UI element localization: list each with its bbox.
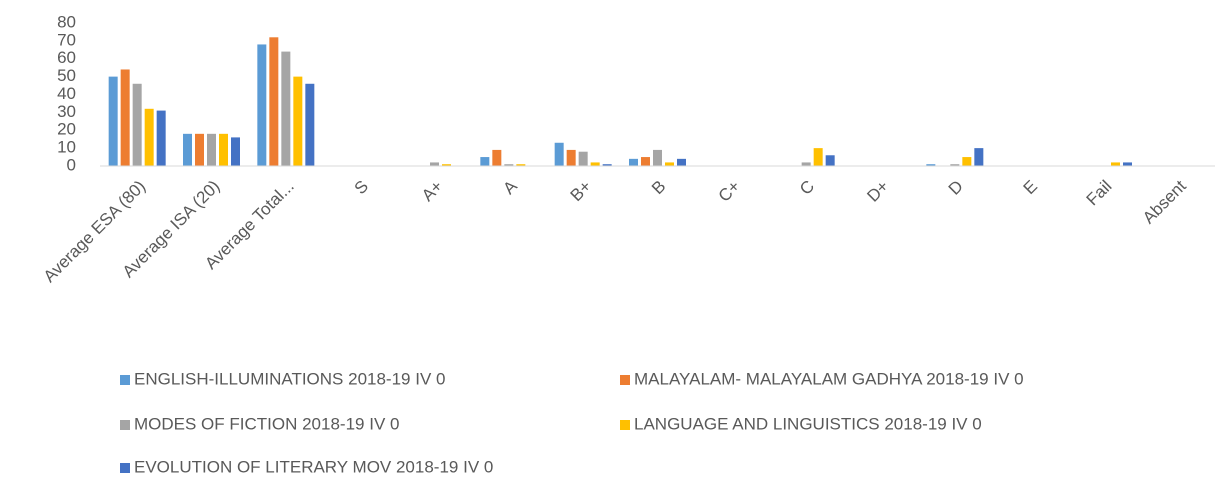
bar	[962, 157, 972, 166]
x-tick-label: C+	[715, 177, 744, 206]
y-tick-label: 10	[57, 138, 76, 157]
bar	[578, 151, 588, 166]
x-tick-label: A+	[418, 177, 447, 206]
bar	[195, 133, 204, 166]
bar	[257, 44, 267, 167]
bar	[480, 157, 490, 166]
legend-swatch	[620, 420, 630, 430]
x-tick-label: D+	[863, 177, 892, 206]
bar	[207, 133, 216, 166]
bar	[492, 149, 502, 166]
x-tick-label: C	[796, 177, 818, 199]
bar	[504, 164, 514, 166]
bar	[132, 83, 142, 166]
bar	[442, 164, 451, 166]
bar	[516, 164, 526, 166]
legend-label: ENGLISH-ILLUMINATIONS 2018-19 IV 0	[134, 369, 445, 388]
y-tick-label: 30	[57, 102, 76, 121]
x-tick-label: A	[499, 176, 521, 198]
y-tick-label: 60	[57, 48, 76, 67]
bar	[665, 162, 674, 166]
bar	[974, 148, 984, 166]
bar	[602, 164, 612, 166]
bar	[305, 83, 315, 166]
bar	[1123, 162, 1132, 166]
bar	[677, 158, 686, 166]
bar	[554, 142, 564, 166]
bar	[231, 137, 240, 166]
bar	[120, 69, 130, 166]
bar	[926, 164, 936, 166]
x-tick-label: B	[648, 177, 669, 198]
bar	[629, 158, 638, 166]
bar	[293, 76, 303, 166]
x-tick-label: Fail	[1083, 177, 1116, 210]
y-tick-label: 40	[57, 84, 76, 103]
bar	[813, 148, 823, 166]
legend-label: LANGUAGE AND LINGUISTICS 2018-19 IV 0	[634, 414, 982, 433]
bar	[108, 76, 118, 166]
bar	[219, 133, 228, 166]
legend-swatch	[120, 420, 130, 430]
bar	[281, 51, 291, 166]
legend-label: EVOLUTION OF LITERARY MOV 2018-19 IV 0	[134, 457, 493, 476]
legend-swatch	[120, 375, 130, 385]
bar	[950, 164, 960, 166]
bar	[801, 162, 811, 166]
bar	[269, 37, 279, 166]
bar	[144, 108, 154, 166]
y-tick-label: 0	[67, 155, 76, 174]
bar	[156, 110, 166, 166]
bar	[590, 162, 600, 166]
x-tick-label: D	[945, 177, 967, 199]
bar	[566, 149, 576, 166]
x-tick-label: E	[1020, 177, 1041, 198]
x-tick-label: B+	[567, 177, 596, 206]
bar	[641, 157, 650, 166]
x-tick-label: Absent	[1139, 176, 1190, 227]
legend-label: MALAYALAM- MALAYALAM GADHYA 2018-19 IV 0	[634, 369, 1024, 388]
bar	[653, 149, 662, 166]
bar	[1111, 162, 1120, 166]
bar	[183, 133, 192, 166]
y-tick-label: 50	[57, 66, 76, 85]
legend-label: MODES OF FICTION 2018-19 IV 0	[134, 414, 399, 433]
y-tick-label: 70	[57, 30, 76, 49]
y-tick-label: 20	[57, 120, 76, 139]
legend-swatch	[120, 463, 130, 473]
x-tick-label: S	[351, 177, 372, 198]
y-tick-label: 80	[57, 12, 76, 31]
bar	[430, 162, 439, 166]
bar	[825, 155, 835, 166]
legend-swatch	[620, 375, 630, 385]
